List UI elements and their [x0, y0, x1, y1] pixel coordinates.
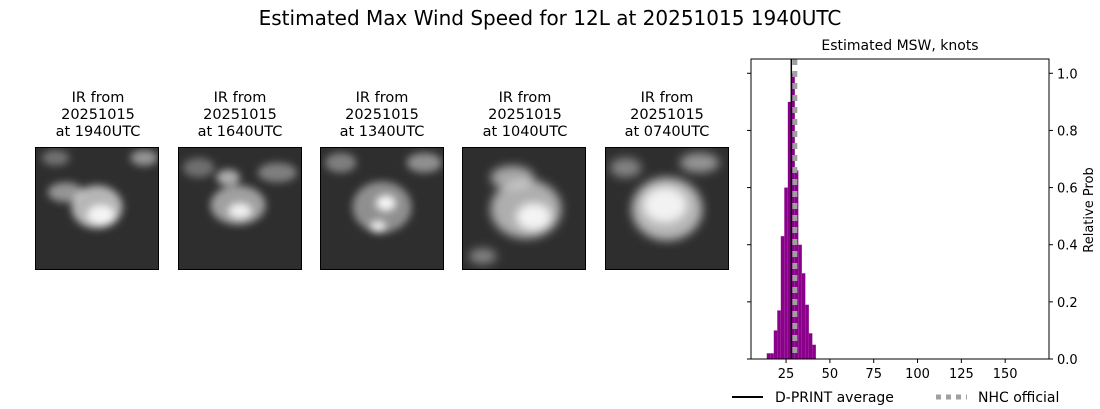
ir-image-1340 [320, 147, 444, 270]
figure-title: Estimated Max Wind Speed for 12L at 2025… [258, 6, 842, 30]
ir-caption-line: IR from [498, 90, 552, 106]
ir-caption-0740: IR from 20251015 at 0740UTC [592, 90, 742, 141]
histogram-bar [770, 353, 774, 359]
histogram-bar [784, 187, 788, 359]
histogram-bar [766, 353, 771, 359]
ir-caption-1340: IR from 20251015 at 1340UTC [307, 90, 457, 141]
y-tick-label: 0.8 [1057, 124, 1078, 139]
x-tick-label: 150 [993, 367, 1018, 382]
legend-nhc-label: NHC official [978, 390, 1059, 406]
ir-caption-line: IR from [71, 90, 125, 106]
y-tick-label: 0.0 [1057, 353, 1078, 368]
x-tick-label: 100 [905, 367, 930, 382]
y-tick-label: 0.2 [1057, 296, 1078, 311]
ir-caption-date: 20251015 [61, 107, 135, 123]
legend: D-PRINT average NHC official [732, 390, 1059, 406]
y-axis-label: Relative Prob [1082, 167, 1097, 252]
y-tick-label: 0.6 [1057, 182, 1078, 197]
x-tick-label: 75 [865, 367, 882, 382]
plot-frame [750, 58, 1050, 360]
ir-image-1940 [35, 147, 159, 270]
ir-caption-time: at 1040UTC [482, 124, 568, 140]
histogram-bar [777, 310, 781, 359]
ir-image-1640 [178, 147, 302, 270]
ir-image-1040 [462, 147, 586, 270]
histogram-bar [798, 244, 802, 359]
ir-caption-date: 20251015 [488, 107, 562, 123]
reference-lines [790, 59, 798, 359]
histogram-bar [812, 344, 816, 359]
ir-caption-line: IR from [640, 90, 694, 106]
ir-caption-date: 20251015 [345, 107, 419, 123]
y-tick-label: 1.0 [1057, 67, 1078, 82]
ir-caption-time: at 0740UTC [624, 124, 710, 140]
ir-caption-1940: IR from 20251015 at 1940UTC [23, 90, 173, 141]
histogram-bar [787, 101, 792, 359]
histogram-bar [808, 333, 813, 359]
ir-caption-date: 20251015 [203, 107, 277, 123]
y-tick-label: 0.4 [1057, 239, 1078, 254]
x-tick-label: 50 [822, 367, 839, 382]
legend-dprint-label: D-PRINT average [775, 390, 894, 406]
histogram-bar [780, 236, 785, 359]
x-tick-label: 125 [949, 367, 974, 382]
ir-caption-line: IR from [355, 90, 409, 106]
y-axis-ticks: 0.0 0.2 0.4 0.6 0.8 1.0 [747, 67, 1078, 368]
ir-caption-date: 20251015 [630, 107, 704, 123]
chart-title: Estimated MSW, knots [821, 38, 978, 54]
ir-caption-time: at 1640UTC [197, 124, 283, 140]
ir-caption-time: at 1340UTC [339, 124, 425, 140]
histogram-bar [801, 273, 806, 359]
ir-caption-time: at 1940UTC [55, 124, 141, 140]
ir-image-0740 [605, 147, 729, 270]
histogram-bar [805, 304, 809, 359]
x-axis-ticks: 25 50 75 100 125 150 [778, 359, 1018, 382]
ir-caption-line: IR from [213, 90, 267, 106]
x-tick-label: 25 [778, 367, 795, 382]
ir-caption-1640: IR from 20251015 at 1640UTC [165, 90, 315, 141]
histogram-bar [773, 330, 778, 359]
ir-caption-1040: IR from 20251015 at 1040UTC [450, 90, 600, 141]
